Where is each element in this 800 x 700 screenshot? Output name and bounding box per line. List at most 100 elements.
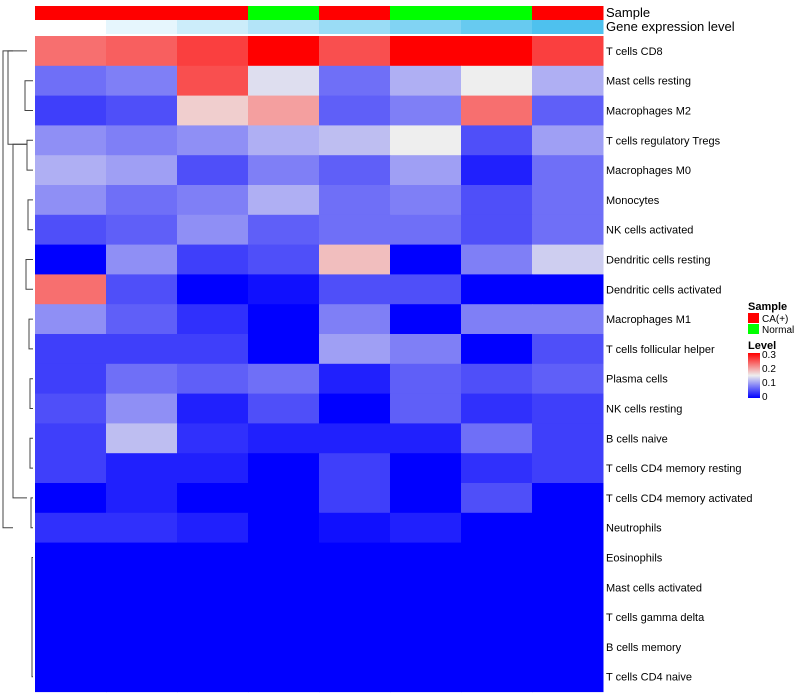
heatmap-cell [461, 453, 533, 484]
heatmap-cell [461, 125, 533, 156]
heatmap-cell [461, 244, 533, 275]
heatmap-cell [248, 483, 320, 514]
legend-level-title: Level [748, 340, 776, 352]
legend-sample-title: Sample [748, 301, 787, 313]
gene-expression-annotation-bar [35, 20, 604, 34]
heatmap-cell [461, 542, 533, 573]
heatmap-cell [319, 155, 391, 186]
heatmap-cell [390, 65, 462, 97]
heatmap-cell [461, 274, 533, 305]
sample-annotation-bar [35, 6, 604, 20]
dendrogram-link [30, 497, 33, 529]
heatmap-cell [532, 363, 604, 395]
heatmap-cell [319, 542, 391, 573]
heatmap-cell [532, 393, 604, 424]
row-label: Macrophages M2 [606, 106, 691, 118]
gene-annotation-cell [532, 20, 604, 34]
heatmap-cell [35, 453, 107, 484]
annotation-label-gene-expression: Gene expression level [606, 19, 735, 34]
heatmap-cell [177, 423, 249, 454]
heatmap-cell [177, 572, 249, 603]
heatmap-cell [461, 185, 533, 216]
heatmap-cell [106, 125, 178, 156]
dendrogram-link [29, 437, 33, 469]
heatmap-cell [106, 632, 178, 663]
legend-swatch-normal [748, 324, 759, 334]
gene-annotation-cell [35, 20, 107, 34]
heatmap-cell [461, 483, 533, 514]
heatmap-cell [248, 572, 320, 603]
dendrogram-link [28, 318, 33, 350]
heatmap-cell [35, 423, 107, 454]
legend-sample: Sample CA(+) Normal [748, 301, 794, 336]
heatmap-cell [319, 125, 391, 156]
heatmap-cell [319, 36, 391, 67]
heatmap-cell [532, 155, 604, 186]
heatmap-cell [248, 185, 320, 216]
heatmap-cell [461, 512, 533, 544]
heatmap-cell [177, 244, 249, 275]
row-label: T cells CD8 [606, 46, 663, 58]
row-label: Dendritic cells activated [606, 284, 722, 296]
heatmap-cell [248, 423, 320, 454]
heatmap-cell [177, 512, 249, 544]
legend-color-bar [748, 353, 760, 398]
heatmap-cell [106, 65, 178, 97]
heatmap-cell [532, 125, 604, 156]
heatmap-cell [532, 185, 604, 216]
heatmap-cell [319, 393, 391, 424]
row-label: Mast cells resting [606, 76, 691, 88]
heatmap-cell [248, 661, 320, 693]
dendrogram-link [25, 259, 33, 290]
heatmap-cell [106, 155, 178, 186]
heatmap-cell [390, 244, 462, 275]
sample-annotation-cell [319, 6, 391, 20]
heatmap-cell [461, 334, 533, 365]
heatmap-cell [390, 661, 462, 693]
heatmap-cell [106, 542, 178, 573]
row-label: B cells naive [606, 433, 668, 445]
heatmap-cell [390, 304, 462, 335]
heatmap-cell [177, 602, 249, 633]
heatmap-cell [35, 661, 107, 693]
heatmap-cell [35, 95, 107, 126]
heatmap-cell [461, 95, 533, 126]
heatmap-cell [532, 423, 604, 454]
row-label: B cells memory [606, 642, 682, 654]
heatmap-cell [248, 393, 320, 424]
heatmap-cell [177, 95, 249, 126]
heatmap-cell [177, 65, 249, 97]
row-label: NK cells activated [606, 225, 693, 237]
heatmap-cell [248, 36, 320, 67]
legend-tick-0.3: 0.3 [762, 350, 776, 361]
heatmap-cell [319, 602, 391, 633]
heatmap-cell [248, 542, 320, 573]
heatmap-cell [106, 36, 178, 67]
heatmap-cell [532, 334, 604, 365]
gene-annotation-cell [461, 20, 533, 34]
heatmap-cell [390, 512, 462, 544]
heatmap-cell [35, 572, 107, 603]
dendrogram-link [12, 143, 27, 499]
heatmap-cell [319, 185, 391, 216]
heatmap-cell [106, 483, 178, 514]
heatmap-cell [35, 65, 107, 97]
heatmap-cell [35, 363, 107, 395]
heatmap-cell [177, 274, 249, 305]
legend-swatch-ca [748, 313, 759, 323]
heatmap-cell [35, 512, 107, 544]
heatmap-cell [319, 244, 391, 275]
heatmap-cell [319, 214, 391, 246]
sample-annotation-cell [461, 6, 533, 20]
row-label: Macrophages M0 [606, 165, 691, 177]
sample-annotation-cell [106, 6, 178, 20]
heatmap-cell [248, 512, 320, 544]
heatmap-cell [319, 363, 391, 395]
heatmap-cell [177, 304, 249, 335]
heatmap-cell [106, 185, 178, 216]
gene-annotation-cell [390, 20, 462, 34]
legend-tick-0.1: 0.1 [762, 378, 776, 389]
heatmap-cell [177, 214, 249, 246]
legend-label-normal: Normal [762, 325, 794, 336]
heatmap-cell [248, 95, 320, 126]
